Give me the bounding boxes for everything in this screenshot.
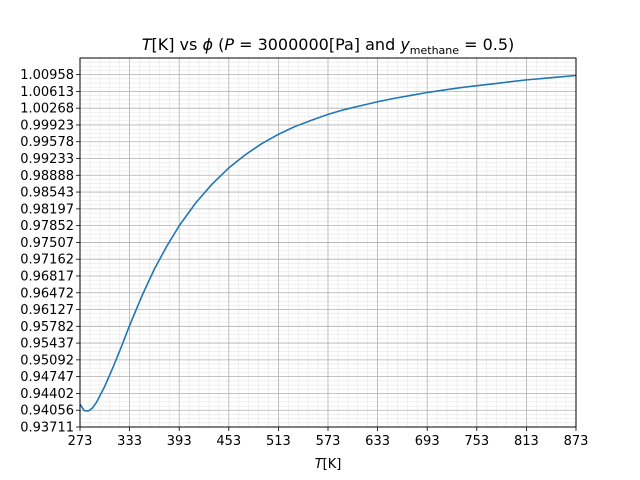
series-line xyxy=(79,74,577,412)
title-t: T xyxy=(142,35,153,54)
title-p: P xyxy=(224,35,234,54)
x-tick-label: 453 xyxy=(216,434,241,449)
x-tick-label: 813 xyxy=(514,434,539,449)
y-tick-label: 1.00268 xyxy=(20,102,74,117)
x-axis-label: T[K] xyxy=(315,457,342,472)
y-tick-label: 0.94402 xyxy=(20,387,74,402)
y-tick-label: 0.93711 xyxy=(20,421,74,436)
y-tick-label: 1.00958 xyxy=(20,68,74,83)
title-t-unit: [K] vs xyxy=(151,35,202,54)
title-y: y xyxy=(399,35,410,54)
x-tick-label: 273 xyxy=(68,434,93,449)
title-y-value: = 0.5) xyxy=(459,35,514,54)
y-tick-label: 0.94747 xyxy=(20,370,74,385)
y-tick-label: 0.99923 xyxy=(20,118,74,133)
y-tick-label: 0.96127 xyxy=(20,303,74,318)
y-tick-label: 0.97507 xyxy=(20,236,74,251)
title-paren-open: ( xyxy=(213,35,224,54)
x-axis: 273 333 393 453 513 573 633 693 753 813 873 xyxy=(68,427,589,449)
y-tick-label: 0.97162 xyxy=(20,253,74,268)
major-grid xyxy=(79,58,577,428)
y-tick-label: 0.94056 xyxy=(20,404,74,419)
y-tick-label: 0.99233 xyxy=(20,152,74,167)
x-tick-label: 753 xyxy=(464,434,489,449)
x-tick-label: 393 xyxy=(167,434,192,449)
x-tick-label: 573 xyxy=(316,434,341,449)
y-tick-label: 0.98197 xyxy=(20,202,74,217)
x-tick-label: 513 xyxy=(266,434,291,449)
x-tick-label: 333 xyxy=(117,434,142,449)
x-tick-label: 873 xyxy=(564,434,589,449)
y-tick-label: 0.96472 xyxy=(20,286,74,301)
y-tick-label: 0.99578 xyxy=(20,135,74,150)
x-axis-label-t: T xyxy=(315,457,324,472)
x-axis-label-unit: [K] xyxy=(323,457,342,472)
y-tick-label: 0.95092 xyxy=(20,353,74,368)
y-tick-label: 1.00613 xyxy=(20,85,74,100)
y-tick-label: 0.98543 xyxy=(20,186,74,201)
title-phi: ϕ xyxy=(202,35,213,54)
y-tick-label: 0.96817 xyxy=(20,269,74,284)
y-tick-label: 0.95782 xyxy=(20,320,74,335)
y-tick-label: 0.98888 xyxy=(20,169,74,184)
series-group xyxy=(79,74,577,412)
chart-title: T[K] vs ϕ (P = 3000000[Pa] and ymethane … xyxy=(142,35,515,57)
x-tick-label: 633 xyxy=(365,434,390,449)
title-y-subscript: methane xyxy=(410,44,459,57)
y-tick-label: 0.95437 xyxy=(20,337,74,352)
y-axis: 0.93711 0.94056 0.94402 0.94747 0.950920.954… xyxy=(20,68,80,436)
y-tick-label: 0.97852 xyxy=(20,219,74,234)
title-p-value: = 3000000[Pa] and xyxy=(234,35,400,54)
x-tick-label: 693 xyxy=(415,434,440,449)
